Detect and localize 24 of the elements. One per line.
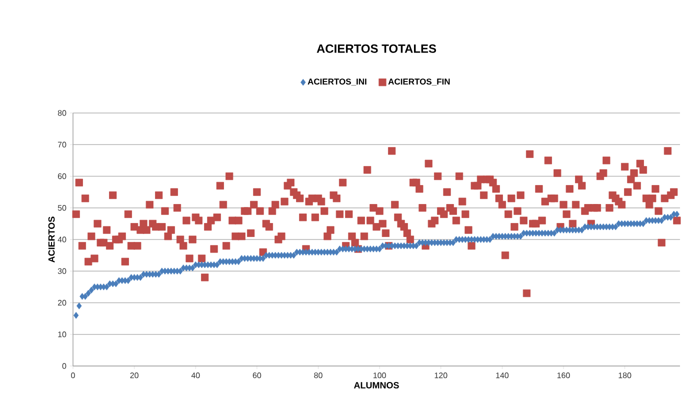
y-tick-label: 10 (58, 332, 66, 338)
legend-label: ACIERTOS_FIN (388, 78, 450, 86)
x-axis-title: ALUMNOS (354, 382, 399, 388)
y-tick-label: 0 (62, 363, 66, 369)
y-tick-label: 80 (58, 110, 66, 116)
y-tick-label: 70 (58, 142, 66, 148)
x-tick-label: 40 (191, 372, 200, 378)
y-axis-title: ACIERTOS (48, 216, 55, 262)
y-tick-label: 40 (58, 236, 66, 242)
x-tick-label: 20 (130, 372, 138, 378)
x-tick-label: 160 (557, 372, 570, 378)
x-tick-label: 80 (314, 372, 322, 378)
x-tick-label: 60 (252, 372, 262, 378)
y-tick-label: 20 (58, 300, 66, 306)
y-tick-label: 50 (58, 205, 66, 211)
x-tick-label: 0 (71, 372, 75, 378)
x-tick-label: 180 (618, 372, 632, 378)
chart-title: ACIERTOS TOTALES (316, 44, 436, 53)
x-tick-label: 120 (434, 372, 448, 378)
legend-label: ACIERTOS_INI (308, 78, 366, 86)
x-tick-label: 140 (496, 372, 509, 378)
y-tick-label: 60 (58, 173, 66, 180)
x-tick-label: 100 (374, 372, 386, 378)
y-tick-label: 30 (58, 268, 66, 274)
